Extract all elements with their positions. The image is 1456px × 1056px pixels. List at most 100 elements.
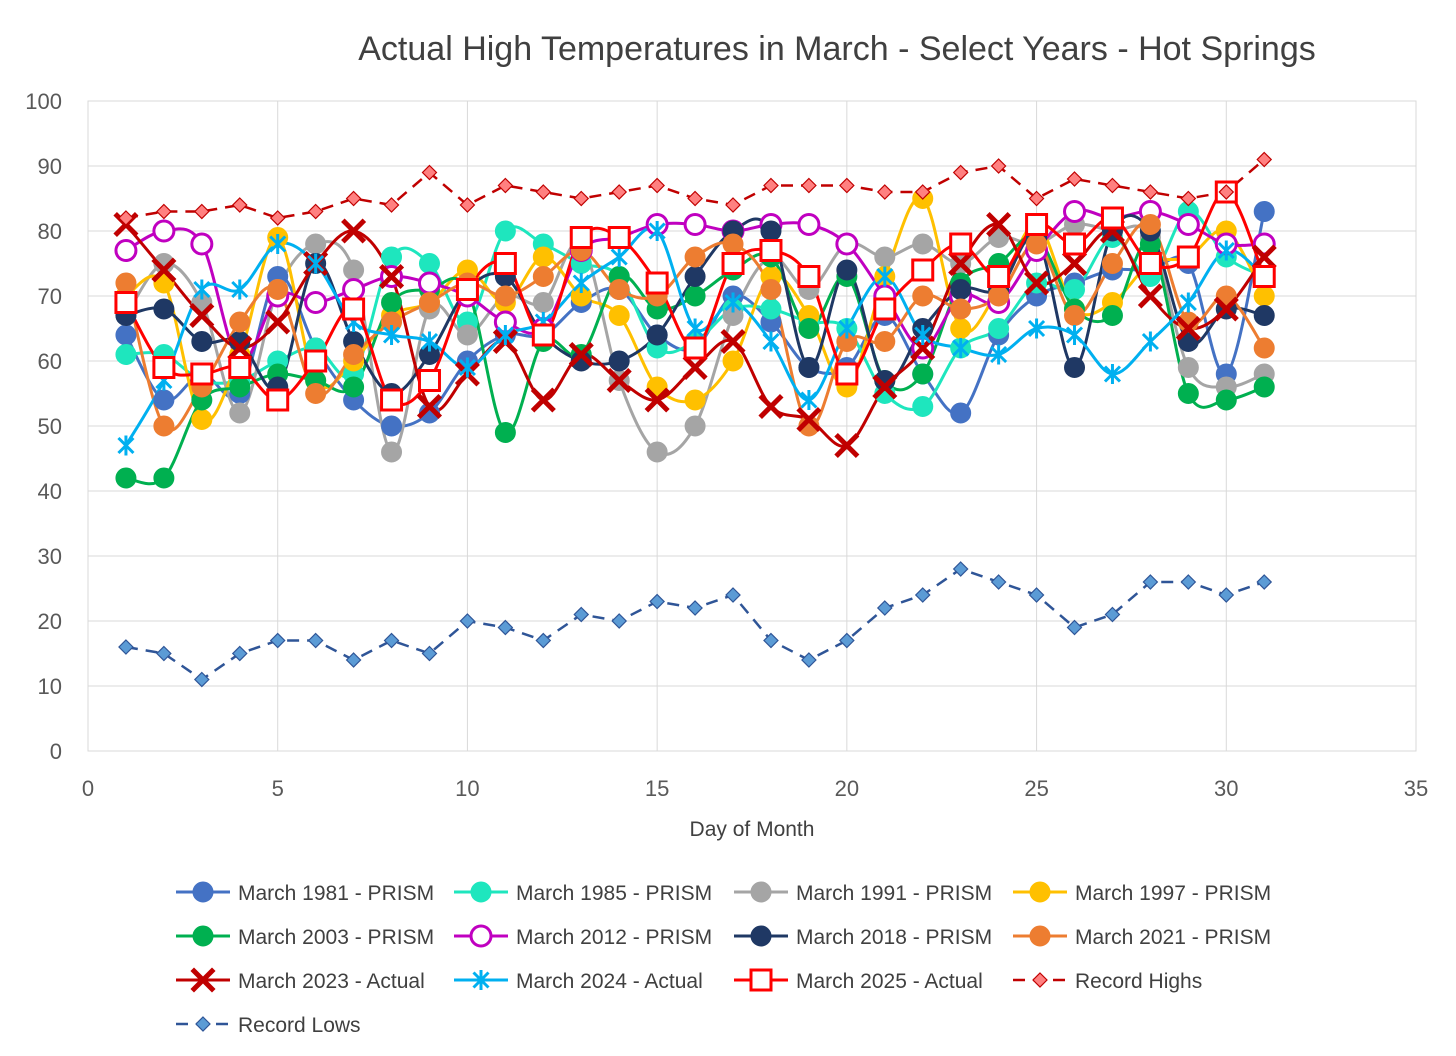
data-point-march-2025-actual	[683, 336, 707, 360]
data-point-march-2024-actual	[838, 318, 856, 339]
data-point-march-1981-prism	[115, 324, 137, 346]
data-point-record-highs	[725, 197, 741, 213]
data-point-march-2012-prism	[114, 239, 138, 262]
data-point-record-lows	[801, 652, 817, 668]
data-point-march-2003-prism	[381, 292, 403, 313]
data-point-record-highs	[1256, 151, 1273, 168]
x-tick-label: 10	[455, 776, 479, 801]
data-point-record-highs	[421, 164, 438, 181]
data-point-march-2018-prism	[153, 298, 175, 320]
legend-marker	[472, 970, 490, 990]
chart-title: Actual High Temperatures in March - Sele…	[358, 30, 1315, 68]
data-point-march-2023-actual	[720, 328, 746, 355]
legend: March 1981 - PRISM March 1985 - PRISM Marc…	[176, 881, 1271, 1037]
data-point-march-2023-actual	[1137, 283, 1163, 309]
data-point-march-2025-actual	[645, 271, 669, 295]
legend-marker	[192, 925, 214, 947]
y-tick-label: 100	[25, 89, 62, 114]
data-point-record-highs	[497, 177, 514, 194]
data-point-march-2012-prism	[417, 271, 441, 295]
data-point-record-lows	[839, 632, 855, 649]
data-point-record-lows	[687, 600, 703, 616]
data-point-march-2003-prism	[153, 467, 175, 489]
data-point-march-2024-actual	[269, 234, 287, 254]
data-point-march-1985-prism	[1064, 279, 1086, 300]
data-point-march-2024-actual	[952, 338, 970, 358]
data-point-march-2023-actual	[682, 354, 708, 381]
data-point-march-2024-actual	[610, 247, 628, 267]
legend-marker	[750, 881, 772, 903]
data-point-march-2024-actual	[876, 266, 894, 287]
data-point-march-2021-prism	[874, 331, 896, 352]
data-point-march-2023-actual	[1251, 244, 1277, 270]
data-point-march-2012-prism	[683, 213, 707, 236]
data-point-record-lows	[1180, 574, 1197, 590]
data-point-march-2025-actual	[1138, 252, 1162, 275]
data-point-record-highs	[573, 190, 590, 207]
data-point-record-lows	[725, 587, 741, 603]
data-point-march-2003-prism	[115, 467, 137, 489]
data-point-record-lows	[307, 632, 324, 649]
data-point-march-2023-actual	[416, 393, 443, 420]
data-point-march-2025-actual	[493, 252, 517, 275]
data-point-march-2021-prism	[153, 415, 175, 437]
data-point-march-2025-actual	[114, 291, 138, 314]
legend-marker	[750, 925, 772, 947]
data-point-march-1991-prism	[381, 441, 403, 463]
data-point-march-2025-actual	[1252, 265, 1276, 288]
data-point-march-2021-prism	[115, 272, 137, 294]
data-point-march-2025-actual	[455, 278, 479, 301]
data-point-march-2024-actual	[420, 331, 439, 352]
data-point-record-highs	[535, 184, 552, 200]
data-point-march-2025-actual	[835, 362, 859, 386]
data-point-march-2025-actual	[949, 232, 973, 256]
data-point-march-2025-actual	[531, 323, 555, 347]
legend-item-march-2021-prism: March 2021 - PRISM	[1013, 925, 1271, 949]
data-point-march-2024-actual	[1217, 240, 1235, 261]
data-point-march-1991-prism	[912, 233, 934, 255]
data-point-march-2021-prism	[1101, 253, 1123, 274]
data-point-march-1985-prism	[494, 220, 516, 242]
x-tick-label: 35	[1404, 776, 1428, 801]
data-point-march-1985-prism	[912, 396, 934, 417]
data-point-march-1991-prism	[646, 441, 668, 463]
data-point-march-2025-actual	[759, 239, 783, 262]
data-point-march-2003-prism	[1215, 389, 1237, 411]
data-point-march-2025-actual	[873, 297, 897, 321]
gridlines	[87, 100, 1417, 752]
data-point-march-1997-prism	[950, 318, 972, 339]
data-point-record-lows	[383, 632, 400, 649]
data-point-record-highs	[118, 210, 134, 226]
data-point-march-2025-actual	[190, 362, 214, 386]
data-point-march-2025-actual	[569, 226, 593, 249]
data-point-march-2024-actual	[117, 435, 135, 456]
data-point-march-2021-prism	[912, 285, 934, 307]
data-point-record-lows	[611, 613, 628, 629]
x-tick-label: 20	[835, 776, 859, 801]
data-point-march-2023-actual	[872, 374, 898, 400]
data-point-march-1991-prism	[229, 402, 251, 424]
data-point-march-2023-actual	[986, 211, 1012, 238]
data-point-march-2023-actual	[379, 263, 405, 290]
y-tick-label: 80	[38, 219, 62, 244]
data-point-march-2003-prism	[1101, 305, 1123, 326]
data-point-march-1991-prism	[532, 292, 554, 313]
data-point-march-1991-prism	[456, 324, 478, 346]
data-point-record-lows	[535, 632, 552, 649]
data-point-march-1981-prism	[153, 389, 175, 411]
data-point-march-2021-prism	[950, 298, 972, 320]
data-point-record-highs	[839, 177, 855, 194]
data-point-march-2024-actual	[382, 325, 401, 345]
data-point-march-2021-prism	[1139, 214, 1161, 235]
data-point-march-2021-prism	[1026, 233, 1048, 255]
data-point-march-1985-prism	[381, 246, 403, 268]
data-point-march-2003-prism	[229, 376, 251, 398]
data-point-march-2024-actual	[990, 344, 1008, 365]
data-point-record-lows	[1066, 619, 1083, 636]
data-point-record-lows	[269, 632, 286, 649]
data-point-march-2024-actual	[231, 279, 249, 300]
data-point-record-lows	[1028, 587, 1045, 603]
data-point-march-1997-prism	[608, 305, 630, 326]
